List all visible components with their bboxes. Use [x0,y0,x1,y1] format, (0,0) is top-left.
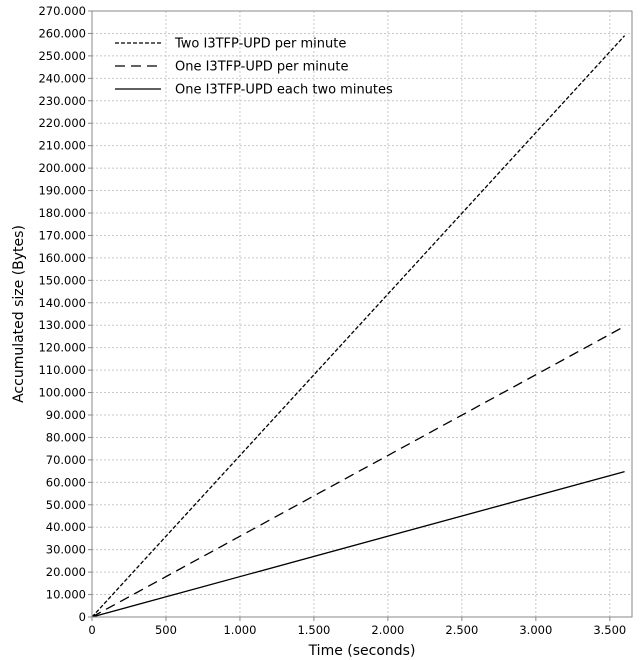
y-tick-label: 250.000 [38,49,86,63]
series-line-1 [91,35,626,618]
series-lines [91,35,626,618]
y-tick-label: 260.000 [38,26,86,40]
y-tick-label: 40.000 [46,520,86,534]
legend: Two I3TFP-UPD per minute One I3TFP-UPD pe… [115,37,393,98]
y-tick-label: 50.000 [46,498,86,512]
y-tick-label: 90.000 [46,408,86,422]
y-tick-label: 150.000 [38,273,86,287]
x-axis-title: Time (seconds) [308,643,416,659]
x-tick-label: 3.500 [593,623,626,637]
plot-frame [91,10,633,618]
y-tick-label: 180.000 [38,206,86,220]
y-tick-label: 10.000 [46,588,86,602]
y-tick-label: 220.000 [38,116,86,130]
legend-label: One I3TFP-UPD each two minutes [175,83,393,98]
x-tick-label: 2.000 [371,623,404,637]
y-axis-title: Accumulated size (Bytes) [11,225,27,403]
y-tick-label: 70.000 [46,453,86,467]
x-tick-label: 3.000 [519,623,552,637]
y-tick-label: 100.000 [38,386,86,400]
y-tick-label: 30.000 [46,543,86,557]
y-tick-label: 210.000 [38,139,86,153]
y-tick-label: 0 [79,610,86,624]
y-tick-label: 170.000 [38,228,86,242]
series-line-2 [91,325,625,618]
x-tick-label: 2.500 [445,623,478,637]
y-tick-label: 160.000 [38,251,86,265]
y-tick-label: 120.000 [38,341,86,355]
y-tick-label: 20.000 [46,565,86,579]
axis-ticks: 0 10.000 20.000 30.000 40.000 50.000 60.000 70.… [38,4,626,637]
x-tick-label: 0 [88,623,95,637]
y-tick-label: 80.000 [46,430,86,444]
x-tick-label: 1.500 [297,623,330,637]
y-tick-label: 230.000 [38,94,86,108]
y-tick-label: 110.000 [38,363,86,377]
y-tick-label: 240.000 [38,71,86,85]
y-tick-label: 60.000 [46,475,86,489]
y-tick-label: 190.000 [38,184,86,198]
x-tick-label: 1.000 [223,623,256,637]
y-tick-label: 130.000 [38,318,86,332]
series-line-3 [91,470,625,618]
y-tick-label: 140.000 [38,296,86,310]
legend-label: Two I3TFP-UPD per minute [174,37,346,52]
grid-lines [91,10,632,618]
legend-label: One I3TFP-UPD per minute [175,60,348,75]
x-tick-label: 500 [155,623,177,637]
y-tick-label: 270.000 [38,4,86,18]
y-tick-label: 200.000 [38,161,86,175]
